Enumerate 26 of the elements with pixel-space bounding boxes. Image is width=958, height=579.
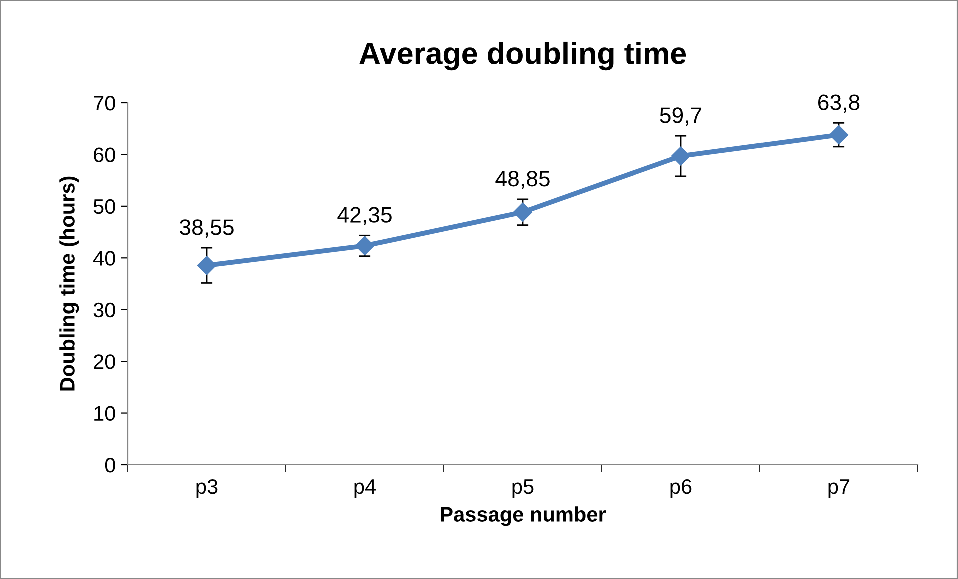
y-tick-label: 30 xyxy=(94,302,116,318)
y-tick-label: 10 xyxy=(94,406,116,422)
point xyxy=(829,126,849,145)
data-label: 63,8 xyxy=(818,94,860,114)
y-tick-label: 60 xyxy=(94,148,116,162)
data-label: 38,55 xyxy=(180,220,234,238)
y-tick-label: 70 xyxy=(94,96,116,111)
x-tick-label: p7 xyxy=(828,480,850,498)
chart-title: Average doubling time xyxy=(360,42,686,71)
point xyxy=(513,202,533,222)
point xyxy=(197,256,217,276)
data-label: 48,85 xyxy=(496,170,550,190)
x-tick-label: p4 xyxy=(354,480,376,498)
data-label: 42,35 xyxy=(338,207,392,226)
x-tick-label: p5 xyxy=(512,480,534,498)
y-tick-label: 0 xyxy=(105,458,116,473)
data-label: 59,7 xyxy=(660,108,702,126)
y-tick-label: 50 xyxy=(94,199,116,214)
point xyxy=(671,146,691,166)
y-tick-label: 20 xyxy=(94,354,116,370)
x-tick-label: p3 xyxy=(196,479,218,498)
y-axis-title: Doubling time (hours) xyxy=(60,176,80,391)
x-tick-label: p6 xyxy=(670,479,692,498)
y-tick-label: 40 xyxy=(94,251,116,266)
x-axis-title: Passage number xyxy=(441,506,606,526)
point xyxy=(355,236,375,256)
